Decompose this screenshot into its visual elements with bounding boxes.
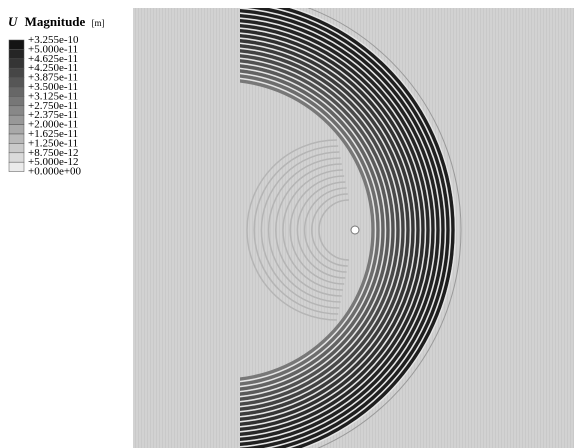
legend-label: +2.375e-11 bbox=[28, 109, 78, 121]
source-ring bbox=[275, 163, 342, 297]
wavefront bbox=[240, 8, 462, 448]
legend-swatch bbox=[8, 133, 25, 144]
wave-gap bbox=[240, 21, 432, 439]
legend-unit: [m] bbox=[92, 18, 105, 28]
legend-label: +5.000e-12 bbox=[28, 156, 79, 168]
wave-band bbox=[240, 63, 390, 397]
source-ring bbox=[289, 175, 345, 285]
legend-label: +2.750e-11 bbox=[28, 100, 78, 112]
legend-swatch bbox=[8, 49, 25, 60]
wave-gap bbox=[240, 46, 407, 414]
wave-band bbox=[240, 18, 435, 442]
wave-band bbox=[240, 13, 440, 447]
legend: +3.255e-10+5.000e-11+4.625e-11+4.250e-11… bbox=[8, 34, 82, 178]
source-ring bbox=[311, 193, 348, 267]
wave-band bbox=[240, 38, 415, 422]
wave-gap bbox=[240, 31, 422, 429]
legend-swatch bbox=[8, 161, 25, 172]
legend-label: +2.000e-11 bbox=[28, 119, 78, 131]
legend-label: +0.000e+00 bbox=[28, 166, 82, 178]
wave-band bbox=[240, 53, 400, 407]
legend-swatch bbox=[8, 143, 25, 154]
wave-band bbox=[240, 8, 455, 448]
wave-gap bbox=[240, 56, 397, 404]
wave-band bbox=[240, 8, 445, 448]
legend-swatch bbox=[8, 152, 25, 163]
legend-swatch bbox=[8, 77, 25, 88]
wave-gap bbox=[240, 8, 447, 448]
wave-band bbox=[240, 28, 425, 432]
wave-band bbox=[240, 8, 450, 448]
legend-swatch bbox=[8, 114, 25, 125]
wave-gap bbox=[240, 66, 387, 394]
wave-band bbox=[240, 78, 375, 382]
wave-gap bbox=[240, 26, 427, 434]
source-ring bbox=[260, 151, 340, 309]
legend-label: +4.250e-11 bbox=[28, 62, 78, 74]
legend-swatch bbox=[8, 67, 25, 78]
wave-band bbox=[240, 58, 395, 402]
wave-gap bbox=[240, 8, 452, 448]
legend-swatch bbox=[8, 96, 25, 107]
legend-swatch bbox=[8, 124, 25, 135]
wave-gap bbox=[240, 51, 402, 409]
source-ring bbox=[296, 181, 346, 279]
legend-label: +4.625e-11 bbox=[28, 53, 78, 65]
wave-field bbox=[240, 8, 462, 448]
wave-gap bbox=[240, 11, 442, 448]
wave-gap bbox=[240, 16, 437, 444]
legend-title: U Magnitude [m] bbox=[8, 14, 105, 29]
legend-label: +1.250e-11 bbox=[28, 137, 78, 149]
source-point bbox=[350, 225, 360, 235]
outer-front bbox=[240, 8, 462, 448]
legend-label: +3.125e-11 bbox=[28, 90, 78, 102]
legend-name: Magnitude bbox=[25, 14, 86, 29]
source-ring bbox=[318, 199, 350, 261]
legend-swatch bbox=[8, 58, 25, 69]
source-ring bbox=[253, 145, 339, 315]
legend-symbol: U bbox=[8, 14, 18, 29]
wave-gap bbox=[240, 76, 377, 384]
legend-swatch bbox=[8, 86, 25, 97]
legend-label: +3.875e-11 bbox=[28, 72, 78, 84]
legend-label: +1.625e-11 bbox=[28, 128, 78, 140]
legend-label: +3.255e-10 bbox=[28, 34, 79, 46]
legend-label: +3.500e-11 bbox=[28, 81, 78, 93]
source-ring bbox=[303, 187, 347, 273]
legend-label: +8.750e-12 bbox=[28, 147, 79, 159]
source-ring bbox=[282, 169, 344, 291]
wave-gap bbox=[240, 36, 417, 424]
wave-band bbox=[240, 68, 385, 392]
wave-band bbox=[240, 48, 405, 412]
wave-band bbox=[240, 43, 410, 417]
legend-swatch bbox=[8, 105, 25, 116]
source-rings bbox=[246, 139, 350, 321]
wave-band bbox=[240, 33, 420, 427]
wave-gap bbox=[240, 8, 457, 448]
wave-gap bbox=[240, 41, 412, 419]
legend-swatch bbox=[8, 39, 25, 50]
legend-label: +5.000e-11 bbox=[28, 43, 78, 55]
wave-band bbox=[240, 23, 430, 437]
wave-gap bbox=[240, 61, 392, 399]
wave-band bbox=[240, 73, 380, 387]
source-ring bbox=[267, 157, 341, 303]
wave-gap bbox=[240, 71, 382, 389]
source-ring bbox=[246, 139, 338, 321]
